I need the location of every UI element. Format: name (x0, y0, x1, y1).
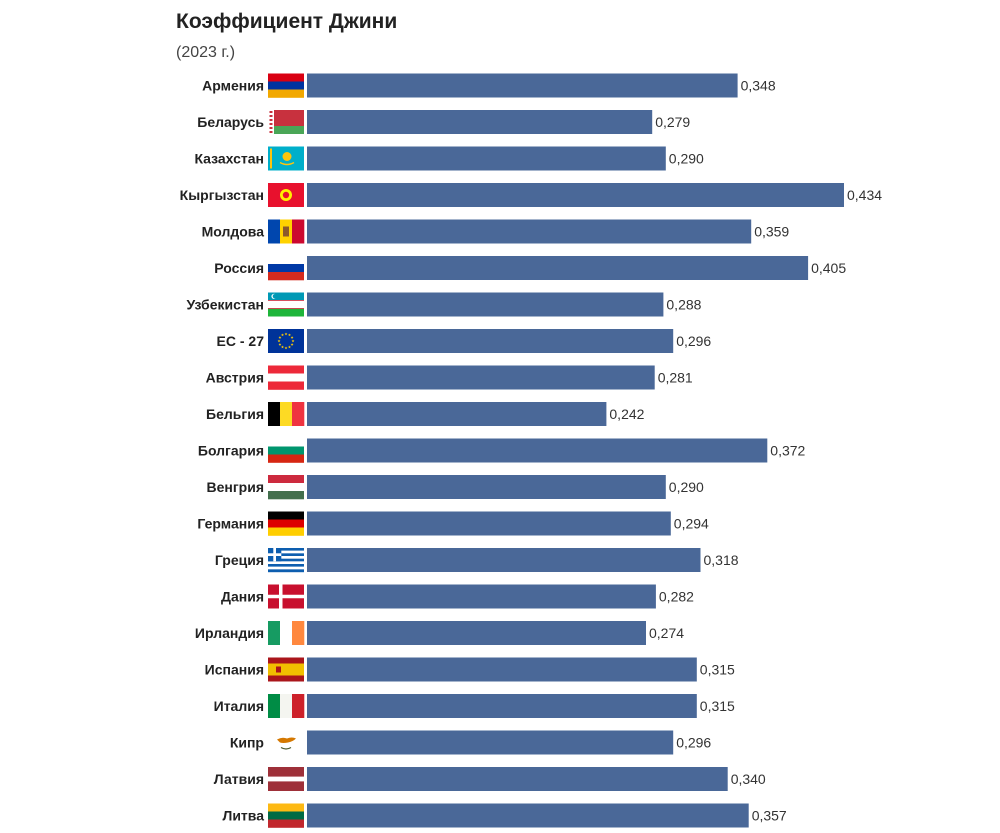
category-label: Молдова (202, 224, 265, 240)
value-label: 0,294 (674, 516, 709, 532)
belgium-flag-icon (268, 402, 305, 426)
value-label: 0,242 (609, 406, 644, 422)
category-label: Литва (223, 808, 265, 824)
category-label: Испания (205, 662, 264, 678)
bar (307, 329, 674, 353)
value-label: 0,274 (649, 625, 684, 641)
cyprus-flag-icon (268, 730, 304, 755)
bar (307, 511, 671, 536)
bulgaria-flag-icon (268, 438, 304, 463)
category-label: Беларусь (197, 114, 264, 130)
bar (307, 657, 697, 682)
austria-flag-icon (268, 365, 304, 390)
bar (307, 183, 844, 207)
category-label: Ирландия (195, 625, 264, 641)
category-label: Узбекистан (186, 297, 264, 313)
value-label: 0,318 (704, 552, 739, 568)
armenia-flag-icon (268, 73, 304, 98)
kyrgyzstan-flag-icon (268, 183, 304, 207)
category-label: Италия (214, 698, 264, 714)
value-label: 0,296 (676, 735, 711, 751)
value-label: 0,315 (700, 698, 735, 714)
category-label: Армения (202, 78, 264, 94)
value-label: 0,279 (655, 114, 690, 130)
belarus-flag-icon (268, 110, 304, 134)
kazakhstan-flag-icon (268, 146, 304, 171)
category-label: Болгария (198, 443, 264, 459)
value-label: 0,357 (752, 808, 787, 824)
bar (307, 256, 809, 280)
value-label: 0,348 (741, 78, 776, 94)
category-label: Казахстан (194, 151, 264, 167)
category-label: Латвия (214, 771, 264, 787)
category-label: Австрия (206, 370, 264, 386)
bar (307, 694, 697, 718)
ireland-flag-icon (268, 621, 305, 645)
hungary-flag-icon (268, 475, 304, 500)
bar (307, 146, 666, 171)
bar (307, 730, 674, 755)
bar (307, 767, 728, 791)
category-label: Венгрия (206, 479, 264, 495)
category-label: Греция (215, 552, 264, 568)
category-label: Кыргызстан (180, 187, 264, 203)
value-label: 0,405 (811, 260, 846, 276)
category-label: Бельгия (206, 406, 264, 422)
value-label: 0,296 (676, 333, 711, 349)
value-label: 0,315 (700, 662, 735, 678)
germany-flag-icon (268, 511, 304, 536)
greece-flag-icon (268, 548, 304, 573)
bar (307, 475, 666, 499)
value-label: 0,282 (659, 589, 694, 605)
denmark-flag-icon (268, 584, 304, 609)
bar (307, 402, 607, 426)
value-label: 0,372 (770, 443, 805, 459)
bar (307, 292, 664, 317)
chart-subtitle: (2023 г.) (176, 44, 236, 61)
moldova-flag-icon (268, 219, 305, 244)
value-label: 0,290 (669, 479, 704, 495)
category-label: Германия (197, 516, 264, 532)
bar (307, 73, 738, 98)
bar (307, 438, 768, 463)
eu-flag-icon (268, 329, 304, 353)
italy-flag-icon (268, 694, 305, 718)
category-label: Кипр (230, 735, 264, 751)
value-label: 0,281 (658, 370, 693, 386)
bar (307, 621, 646, 645)
latvia-flag-icon (268, 767, 304, 791)
value-label: 0,434 (847, 187, 882, 203)
chart-title: Коэффициент Джини (176, 10, 398, 33)
bar (307, 365, 655, 390)
value-label: 0,359 (754, 224, 789, 240)
category-label: Россия (214, 260, 264, 276)
bar (307, 219, 752, 244)
value-label: 0,340 (731, 771, 766, 787)
russia-flag-icon (268, 256, 304, 281)
uzbekistan-flag-icon (268, 292, 304, 317)
value-label: 0,288 (666, 297, 701, 313)
bar (307, 110, 653, 134)
bar (307, 548, 701, 572)
spain-flag-icon (268, 657, 304, 682)
category-label: Дания (221, 589, 264, 605)
bar (307, 584, 656, 609)
category-label: ЕС - 27 (217, 333, 265, 349)
bar (307, 803, 749, 828)
value-label: 0,290 (669, 151, 704, 167)
lithuania-flag-icon (268, 803, 304, 828)
